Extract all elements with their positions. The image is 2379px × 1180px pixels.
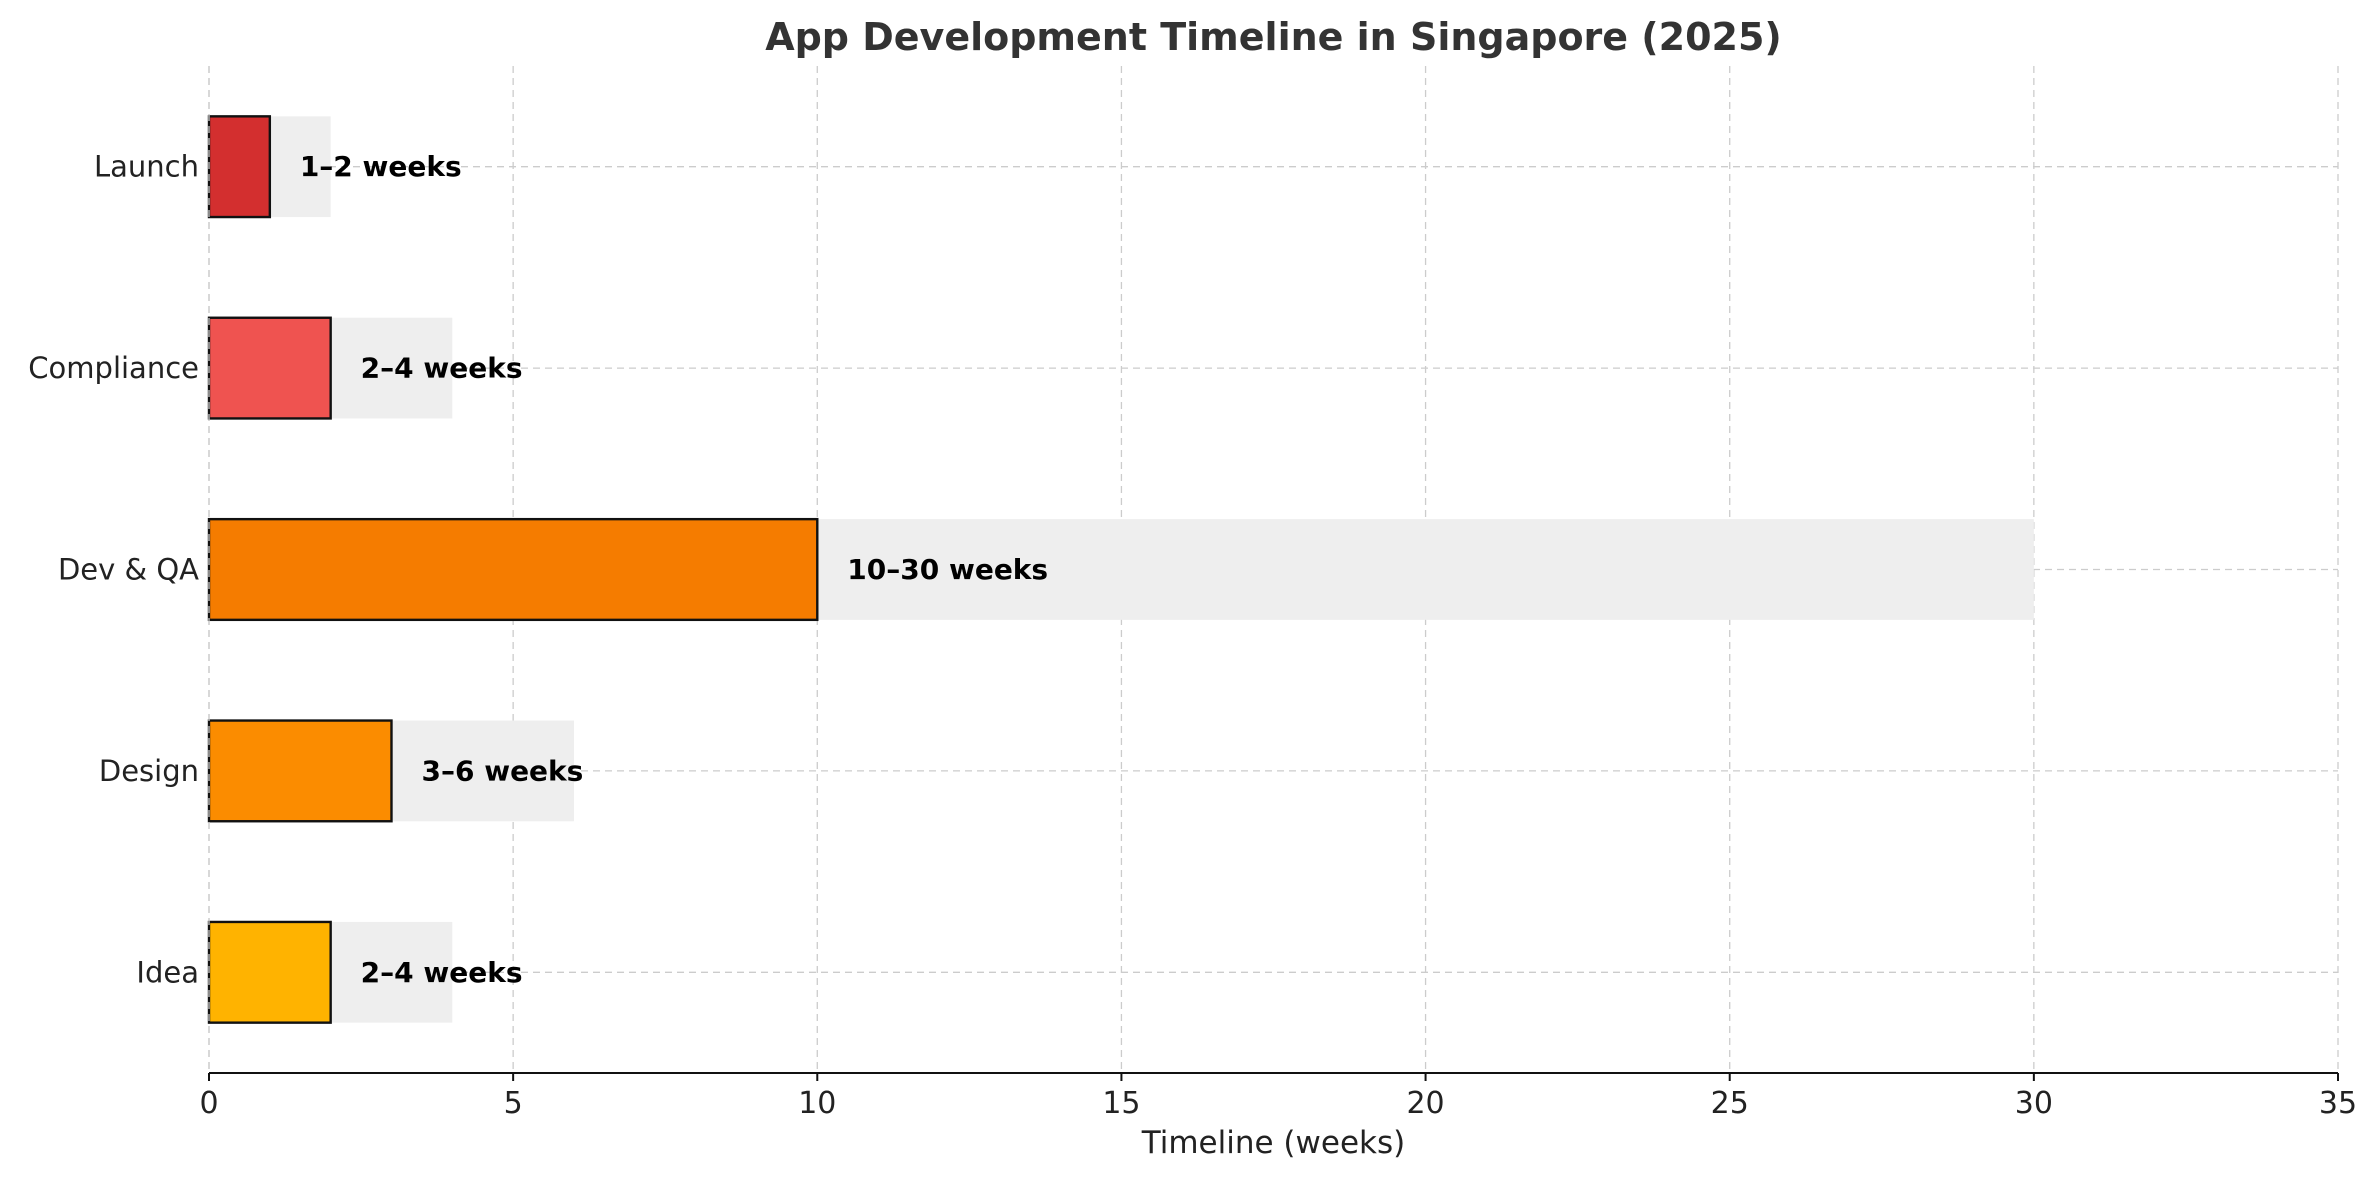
- x-tick-label: 15: [1102, 1086, 1140, 1121]
- y-tick-label: Dev & QA: [58, 553, 199, 587]
- y-tick-label: Idea: [136, 955, 199, 989]
- duration-label: 2–4 weeks: [361, 352, 523, 385]
- x-tick-label: 25: [1711, 1086, 1749, 1121]
- x-tick-label: 20: [1406, 1086, 1444, 1121]
- min-duration-bar: [207, 517, 819, 622]
- x-tick-label: 5: [504, 1086, 523, 1121]
- x-axis-label: Timeline (weeks): [1141, 1125, 1405, 1161]
- duration-label: 1–2 weeks: [300, 150, 462, 183]
- duration-label: 2–4 weeks: [361, 956, 523, 989]
- x-tick-label: 30: [2015, 1086, 2053, 1121]
- chart-title: App Development Timeline in Singapore (2…: [765, 15, 1782, 59]
- y-tick-label: Compliance: [28, 351, 199, 385]
- x-tick-label: 10: [798, 1086, 836, 1121]
- x-axis: 0 5 10 15 20 25 30 35: [199, 1072, 2357, 1121]
- y-axis: Idea Design Dev & QA Compliance Launch: [28, 66, 210, 1073]
- min-duration-bars: [207, 115, 819, 1024]
- duration-label: 3–6 weeks: [421, 754, 583, 787]
- y-tick-label: Launch: [94, 150, 199, 184]
- x-tick-label: 0: [199, 1086, 218, 1121]
- min-duration-bar: [207, 316, 332, 420]
- duration-label: 10–30 weeks: [847, 553, 1048, 586]
- min-duration-bar: [207, 719, 393, 823]
- duration-labels: 2–4 weeks 3–6 weeks 10–30 weeks 2–4 weeks 1–…: [300, 150, 1048, 989]
- min-duration-bar: [207, 115, 272, 219]
- min-duration-bar: [207, 920, 332, 1024]
- x-tick-label: 35: [2319, 1086, 2357, 1121]
- y-tick-label: Design: [99, 754, 199, 788]
